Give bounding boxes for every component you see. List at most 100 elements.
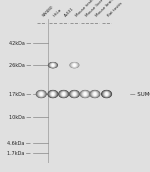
Ellipse shape	[38, 91, 45, 97]
Ellipse shape	[36, 91, 46, 98]
Ellipse shape	[103, 91, 111, 97]
Ellipse shape	[91, 91, 99, 97]
Ellipse shape	[62, 92, 66, 96]
Ellipse shape	[49, 63, 57, 68]
Ellipse shape	[81, 91, 90, 97]
Ellipse shape	[60, 92, 67, 97]
Text: 4.6kDa —: 4.6kDa —	[7, 141, 31, 146]
Ellipse shape	[52, 64, 54, 66]
Ellipse shape	[84, 93, 86, 95]
Text: Mouse testis: Mouse testis	[74, 0, 95, 18]
Ellipse shape	[73, 93, 76, 95]
Ellipse shape	[90, 91, 100, 98]
Ellipse shape	[81, 91, 89, 97]
Text: SW480: SW480	[41, 5, 54, 18]
Ellipse shape	[90, 91, 99, 97]
Ellipse shape	[63, 93, 64, 95]
Ellipse shape	[59, 91, 68, 97]
Ellipse shape	[59, 91, 69, 98]
Ellipse shape	[50, 63, 56, 67]
Ellipse shape	[51, 92, 55, 96]
Text: Mouse brain: Mouse brain	[95, 0, 116, 18]
Ellipse shape	[52, 93, 54, 95]
Ellipse shape	[49, 91, 57, 97]
Ellipse shape	[70, 91, 79, 98]
Ellipse shape	[70, 91, 79, 97]
Ellipse shape	[51, 64, 55, 67]
Ellipse shape	[104, 92, 109, 96]
Ellipse shape	[73, 92, 76, 96]
Ellipse shape	[63, 93, 64, 95]
Text: — SUMO-1: — SUMO-1	[130, 92, 150, 96]
Ellipse shape	[80, 91, 90, 98]
Ellipse shape	[39, 92, 43, 96]
Ellipse shape	[106, 93, 107, 95]
Ellipse shape	[83, 92, 87, 96]
Ellipse shape	[102, 91, 111, 98]
Ellipse shape	[52, 93, 53, 95]
Ellipse shape	[72, 92, 76, 96]
Ellipse shape	[71, 92, 78, 97]
Ellipse shape	[50, 92, 56, 96]
Ellipse shape	[49, 63, 57, 68]
Text: 17kDa —: 17kDa —	[9, 92, 31, 96]
Text: A-431: A-431	[64, 7, 75, 18]
Ellipse shape	[52, 93, 54, 95]
Ellipse shape	[40, 93, 42, 95]
Ellipse shape	[60, 91, 68, 97]
Ellipse shape	[92, 92, 98, 97]
Ellipse shape	[38, 92, 44, 97]
Text: 42kDa —: 42kDa —	[9, 41, 31, 46]
Ellipse shape	[70, 63, 79, 68]
Ellipse shape	[94, 93, 96, 95]
Ellipse shape	[84, 93, 86, 95]
Ellipse shape	[92, 92, 98, 96]
Text: 26kDa —: 26kDa —	[9, 63, 31, 68]
Ellipse shape	[82, 92, 88, 96]
Ellipse shape	[62, 92, 65, 96]
Text: Mouse liver: Mouse liver	[85, 0, 105, 18]
Ellipse shape	[102, 91, 111, 97]
Ellipse shape	[52, 64, 54, 66]
Ellipse shape	[70, 91, 78, 97]
Ellipse shape	[93, 92, 97, 96]
Ellipse shape	[51, 64, 55, 67]
Ellipse shape	[104, 92, 109, 96]
Ellipse shape	[38, 92, 44, 96]
Ellipse shape	[61, 92, 66, 96]
Ellipse shape	[51, 64, 54, 66]
Ellipse shape	[40, 93, 42, 95]
Ellipse shape	[103, 91, 110, 97]
Ellipse shape	[73, 64, 75, 66]
Ellipse shape	[72, 63, 77, 67]
Ellipse shape	[93, 92, 96, 96]
Ellipse shape	[49, 63, 57, 67]
Ellipse shape	[37, 91, 45, 97]
Text: HeLa: HeLa	[53, 8, 63, 18]
Ellipse shape	[72, 92, 77, 96]
Ellipse shape	[71, 63, 78, 67]
Ellipse shape	[92, 92, 97, 96]
Ellipse shape	[61, 92, 66, 96]
Ellipse shape	[94, 93, 96, 95]
Ellipse shape	[41, 93, 42, 95]
Ellipse shape	[51, 92, 55, 96]
Ellipse shape	[84, 92, 87, 96]
Ellipse shape	[51, 92, 55, 96]
Ellipse shape	[49, 91, 57, 97]
Ellipse shape	[50, 63, 56, 67]
Ellipse shape	[74, 93, 75, 95]
Ellipse shape	[39, 92, 44, 96]
Ellipse shape	[71, 91, 78, 97]
Ellipse shape	[94, 93, 95, 95]
Ellipse shape	[91, 91, 99, 97]
Ellipse shape	[72, 63, 77, 67]
Ellipse shape	[48, 91, 58, 98]
Ellipse shape	[49, 91, 57, 97]
Ellipse shape	[82, 92, 88, 97]
Ellipse shape	[37, 91, 46, 97]
Ellipse shape	[71, 63, 78, 67]
Ellipse shape	[40, 92, 43, 96]
Ellipse shape	[74, 93, 75, 95]
Ellipse shape	[105, 93, 108, 95]
